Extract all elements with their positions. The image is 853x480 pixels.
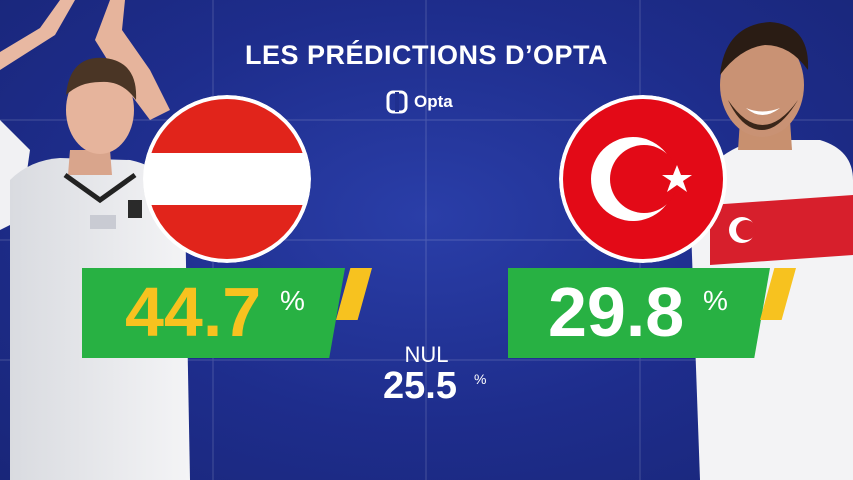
page-title: LES PRÉDICTIONS D’OPTA <box>244 40 609 70</box>
turkey-flag-icon <box>559 95 727 263</box>
austria-win-percentage: 44.7 <box>125 273 262 351</box>
opta-icon <box>386 90 408 114</box>
turkey-percent-sign: % <box>703 285 728 316</box>
draw-label: NUL <box>404 342 449 367</box>
opta-logo: Opta <box>386 88 453 116</box>
turkey-prediction-box <box>508 268 770 358</box>
brand-name: Opta <box>414 92 453 111</box>
austria-prediction-box <box>82 268 345 358</box>
turkey-win-percentage: 29.8 <box>548 273 685 351</box>
turkey-player-photo <box>680 0 853 480</box>
austria-flag-icon <box>143 95 311 263</box>
austria-percent-sign: % <box>280 285 305 316</box>
draw-percentage: 25.5 <box>383 365 457 407</box>
draw-percent-sign: % <box>474 371 487 387</box>
